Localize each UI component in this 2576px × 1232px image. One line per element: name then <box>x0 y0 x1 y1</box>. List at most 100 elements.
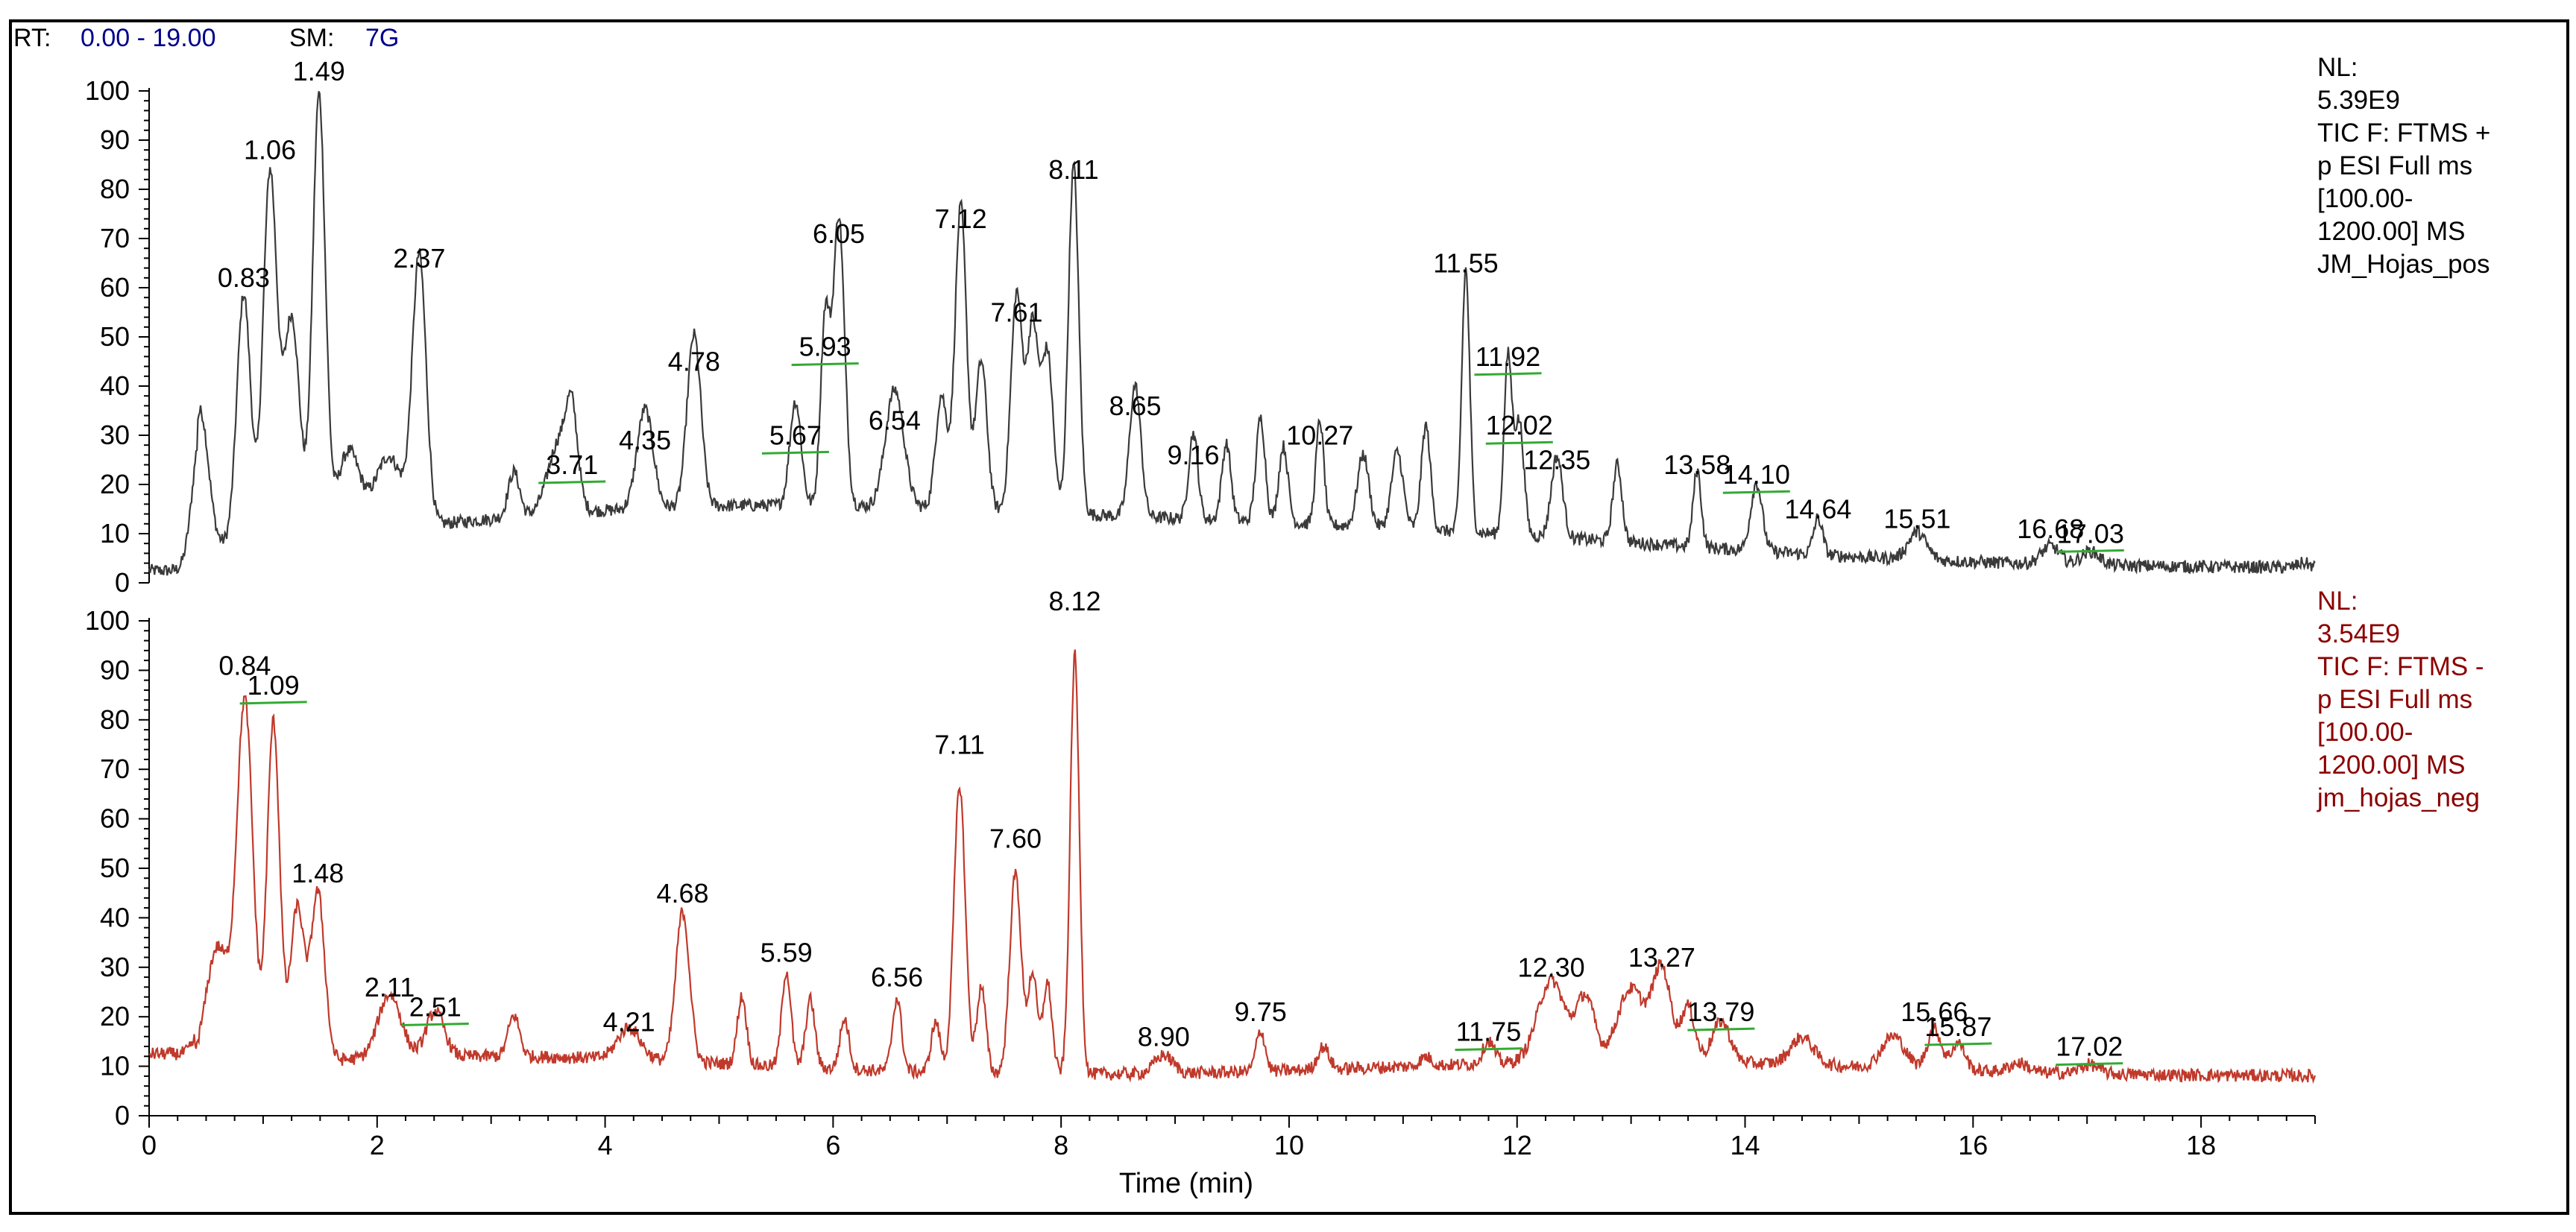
y-tick-label: 40 <box>100 902 130 932</box>
x-tick-label: 10 <box>1274 1130 1304 1160</box>
y-tick-label: 30 <box>100 952 130 982</box>
y-tick-label: 100 <box>85 75 130 106</box>
trace-info-line: 1200.00] MS <box>2317 217 2465 246</box>
peak-label: 13.79 <box>1687 996 1754 1027</box>
peak-baseline-marker <box>2056 1062 2123 1067</box>
peak-label: 8.11 <box>1048 154 1098 185</box>
peak-baseline-marker <box>761 450 829 455</box>
peak-label: 5.67 <box>769 420 822 450</box>
trace-info-line: NL: <box>2317 53 2358 82</box>
peak-label: 16.68 <box>2017 514 2084 544</box>
peak-baseline-marker <box>1485 440 1553 445</box>
y-tick-label: 100 <box>85 605 130 636</box>
peak-label: 7.61 <box>990 297 1042 327</box>
sm-value: 7G <box>365 24 399 52</box>
peak-label: 12.02 <box>1486 410 1553 440</box>
y-tick-label: 40 <box>100 370 130 401</box>
figure-border <box>9 19 2569 1215</box>
peak-label: 7.12 <box>935 203 987 234</box>
peak-label: 11.75 <box>1456 1017 1521 1047</box>
trace-info-line: p ESI Full ms <box>2317 151 2472 180</box>
peak-label: 0.83 <box>218 262 270 293</box>
peak-baseline-marker <box>1474 372 1542 376</box>
peak-label: 9.16 <box>1167 440 1219 470</box>
peak-label: 5.59 <box>760 937 813 967</box>
y-tick-label: 70 <box>100 223 130 253</box>
peak-label: 8.90 <box>1138 1021 1190 1052</box>
peak-label: 2.51 <box>409 991 462 1022</box>
trace-info-line: jm_hojas_neg <box>2317 783 2480 812</box>
peak-label: 1.49 <box>293 56 345 86</box>
y-tick-label: 0 <box>115 567 130 598</box>
peak-label: 6.05 <box>813 218 865 249</box>
peak-baseline-marker <box>401 1022 469 1026</box>
peak-label: 7.60 <box>989 824 1042 854</box>
peak-label: 13.58 <box>1663 449 1731 480</box>
peak-label: 12.35 <box>1523 444 1590 475</box>
peak-baseline-marker <box>791 362 859 367</box>
y-tick-label: 60 <box>100 272 130 303</box>
sm-label: SM: <box>289 24 334 52</box>
peak-label: 4.68 <box>657 878 709 909</box>
peak-label: 17.02 <box>2056 1032 2123 1062</box>
x-axis-title: Time (min) <box>1119 1168 1253 1199</box>
x-tick-label: 0 <box>142 1130 157 1160</box>
x-tick-label: 8 <box>1054 1130 1068 1160</box>
peak-baseline-marker <box>239 701 307 705</box>
peak-label: 0.84 <box>218 650 271 680</box>
peak-baseline-marker <box>1722 490 1790 494</box>
peak-label: 6.54 <box>869 405 921 436</box>
y-tick-label: 50 <box>100 321 130 352</box>
trace-info-line: NL: <box>2317 587 2358 616</box>
positive-mode-trace <box>148 91 2316 576</box>
peak-label: 1.09 <box>248 670 300 701</box>
y-tick-label: 80 <box>100 704 130 735</box>
x-tick-label: 12 <box>1502 1130 1532 1160</box>
peak-label: 5.93 <box>799 332 851 362</box>
x-tick-label: 14 <box>1731 1130 1760 1160</box>
y-tick-label: 70 <box>100 754 130 784</box>
peak-label: 15.87 <box>1924 1011 1991 1042</box>
trace-info-line: JM_Hojas_pos <box>2317 250 2490 279</box>
y-tick-label: 10 <box>100 1051 130 1081</box>
y-tick-label: 90 <box>100 124 130 155</box>
y-tick-label: 90 <box>100 654 130 685</box>
peak-label: 11.92 <box>1476 341 1540 372</box>
rt-range: 0.00 - 19.00 <box>81 24 215 52</box>
x-tick-label: 16 <box>1958 1130 1988 1160</box>
x-tick-label: 6 <box>825 1130 840 1160</box>
peak-label: 14.10 <box>1723 459 1790 490</box>
y-tick-label: 0 <box>115 1100 130 1131</box>
x-tick-label: 4 <box>598 1130 613 1160</box>
y-tick-label: 80 <box>100 174 130 204</box>
positive-mode-panel: 0 10 20 30 40 50 60 70 80 90 100 0.83 1.06 1.49 2.37 3.… <box>85 53 2490 598</box>
peak-label: 17.03 <box>2057 518 2124 549</box>
peak-label: 4.35 <box>619 425 671 455</box>
trace-info-line: 3.54E9 <box>2317 619 2400 648</box>
negative-mode-panel: 0 10 20 30 40 50 60 70 80 90 100 0 2 4 6 8 10 12 14 16 18 0.8… <box>85 586 2484 1160</box>
trace-info-line: [100.00- <box>2317 718 2413 747</box>
peak-label: 4.21 <box>603 1006 655 1037</box>
y-tick-label: 20 <box>100 1001 130 1032</box>
peak-label: 8.12 <box>1048 586 1100 616</box>
peak-label: 9.75 <box>1235 996 1287 1027</box>
trace-info-line: TIC F: FTMS + <box>2317 119 2490 148</box>
peak-label: 11.55 <box>1433 247 1498 278</box>
peak-label: 6.56 <box>871 962 923 993</box>
y-tick-label: 60 <box>100 803 130 834</box>
peak-baseline-marker <box>1455 1047 1522 1052</box>
negative-mode-trace <box>148 649 2317 1084</box>
trace-info-line: 5.39E9 <box>2317 86 2400 115</box>
peak-label: 8.65 <box>1109 391 1162 421</box>
peak-baseline-marker <box>1924 1042 1992 1046</box>
trace-info-line: TIC F: FTMS - <box>2317 652 2484 681</box>
peak-baseline-marker <box>2056 549 2124 553</box>
peak-label: 10.27 <box>1286 420 1353 450</box>
rt-label: RT: <box>13 24 51 52</box>
peak-label: 1.48 <box>292 858 344 888</box>
peak-label: 15.66 <box>1900 996 1968 1027</box>
peak-baseline-marker <box>1687 1027 1755 1032</box>
peak-label: 13.27 <box>1628 942 1695 973</box>
